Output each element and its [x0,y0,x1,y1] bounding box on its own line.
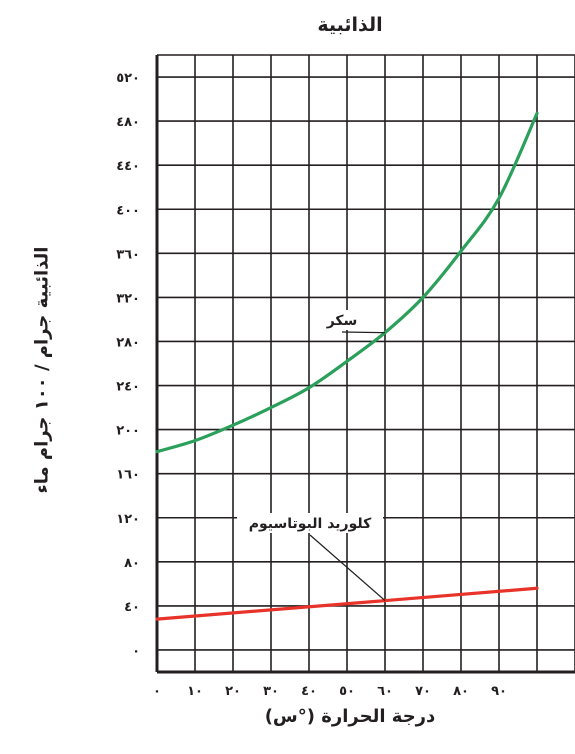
y-tick-label: ٥٢٠ [116,71,140,86]
y-tick-label: ٠ [132,644,140,659]
y-tick-label: ٣٢٠ [116,291,140,306]
x-tick-label: ٨٠ [453,684,469,699]
y-tick-label: ٢٨٠ [116,335,140,350]
x-axis-label: درجة الحرارة (°س) [264,706,436,727]
series-sugar-line [155,111,539,454]
x-tick-label: ١٠ [187,684,203,699]
x-tick-label: ٣٠ [263,684,279,699]
x-tick-label: ٩٠ [491,684,507,699]
y-tick-label: ٢٤٠ [116,380,140,395]
y-tick-label: ٨٠ [124,556,140,571]
annotation-leader-line [309,534,386,602]
annotation-label-background [324,310,360,330]
annotation-label: سكر [326,313,358,329]
series-potassium-chloride-line [155,586,539,621]
y-tick-label: ٤٠٠ [116,203,140,218]
y-tick-label: ٣٦٠ [116,247,140,262]
chart-title: الذائبية [317,14,383,36]
y-tick-label: ١٢٠ [116,512,140,527]
y-tick-label: ٢٠٠ [116,424,140,439]
x-tick-label: ٥٠ [339,684,355,699]
x-tick-label: ٦٠ [377,684,393,699]
y-tick-label: ٤٠ [124,600,140,615]
y-tick-label: ١٦٠ [116,468,140,483]
y-tick-label: ٤٨٠ [116,115,140,130]
annotation-leader-line [341,331,386,334]
plot-background [157,55,575,672]
x-tick-label: ٢٠ [225,684,241,699]
y-tick-label: ٤٤٠ [116,159,140,174]
x-tick-label: ٤٠ [301,684,317,699]
x-tick-label: ٧٠ [415,684,431,699]
annotation-label: كلوريد البوتاسيوم [249,516,372,532]
annotation-label-background [237,513,383,533]
x-tick-label: ٠ [153,684,161,699]
